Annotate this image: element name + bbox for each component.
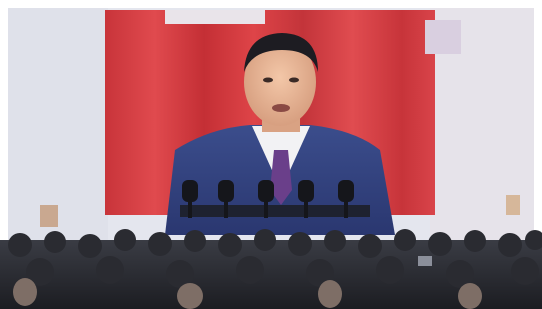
screen-tile xyxy=(425,20,461,54)
screen-tile xyxy=(40,205,58,227)
photo xyxy=(0,0,542,309)
page: (() => { const data = JSON.parse(documen… xyxy=(0,0,542,309)
mouth xyxy=(272,104,290,112)
eye xyxy=(289,78,299,83)
eye xyxy=(263,78,273,83)
screen-tile xyxy=(165,10,265,24)
podium xyxy=(180,205,370,217)
screen-tile xyxy=(506,195,520,215)
phone xyxy=(418,256,432,266)
